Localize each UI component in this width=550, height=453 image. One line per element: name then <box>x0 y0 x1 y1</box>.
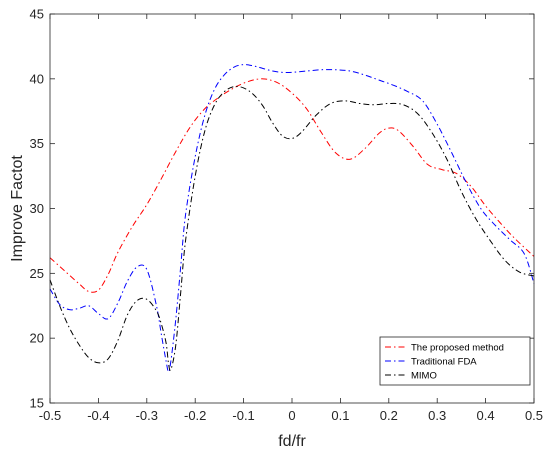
y-tick-label: 35 <box>30 136 44 151</box>
series-line-1 <box>49 78 535 293</box>
legend: The proposed method Traditional FDA MIMO <box>379 336 531 386</box>
legend-box <box>379 336 531 386</box>
y-tick-label: 30 <box>30 201 44 216</box>
x-tick-label: 0.4 <box>477 408 495 423</box>
x-tick-label: 0.2 <box>380 408 398 423</box>
legend-label-1: The proposed method <box>411 343 504 354</box>
x-tick-label: -0.3 <box>136 408 158 423</box>
y-tick-label: 25 <box>30 266 44 281</box>
x-tick-label: 0.5 <box>525 408 543 423</box>
legend-label-3: MIMO <box>411 371 437 382</box>
x-tick-label: 0 <box>288 408 295 423</box>
x-tick-label: -0.4 <box>87 408 109 423</box>
y-tick-label: 20 <box>30 331 44 346</box>
series-line-3 <box>49 85 535 371</box>
y-axis-label: Improve Factot <box>9 155 26 262</box>
x-tick-label: -0.5 <box>39 408 61 423</box>
x-tick-label: -0.2 <box>184 408 206 423</box>
x-axis: -0.5 -0.4 -0.3 -0.2 -0.1 0 0.1 0.2 0.3 0.4 0.5 <box>39 14 543 423</box>
series-lines <box>49 64 535 373</box>
x-tick-label: 0.3 <box>428 408 446 423</box>
y-tick-label: 45 <box>30 7 44 22</box>
y-axis: 15 20 25 30 35 40 45 <box>30 7 534 411</box>
x-tick-label: -0.1 <box>232 408 254 423</box>
x-axis-label: fd/fr <box>278 433 306 450</box>
legend-label-2: Traditional FDA <box>411 357 477 368</box>
y-tick-label: 40 <box>30 71 44 86</box>
series-line-2 <box>49 64 535 373</box>
y-tick-label: 15 <box>30 396 44 411</box>
x-tick-label: 0.1 <box>331 408 349 423</box>
